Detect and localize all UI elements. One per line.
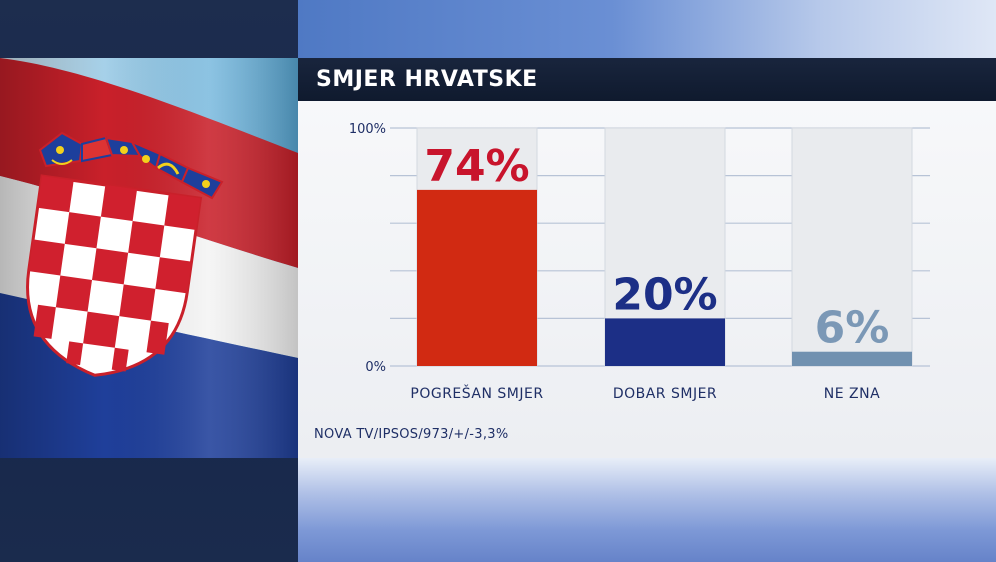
column-background — [791, 127, 913, 367]
data-label: 6% — [815, 303, 890, 354]
y-tick-label: 0% — [365, 360, 386, 375]
title-bar: SMJER HRVATSKE — [298, 58, 996, 101]
croatian-flag-image — [0, 58, 298, 458]
bar — [792, 351, 912, 366]
bar — [417, 189, 537, 366]
data-label: 20% — [612, 269, 717, 320]
bar — [605, 318, 725, 366]
category-label: DOBAR SMJER — [613, 386, 717, 402]
chart-title: SMJER HRVATSKE — [316, 67, 538, 92]
chart-panel: 100% 0% 74% POGREŠAN SMJER 20% DOBAR SMJER 6% N… — [298, 101, 996, 458]
top-background-band — [298, 0, 996, 58]
bottom-background-band — [298, 458, 996, 562]
y-tick-label: 100% — [349, 122, 386, 137]
source-note: NOVA TV/IPSOS/973/+/-3,3% — [314, 427, 509, 442]
category-label: NE ZNA — [824, 386, 880, 402]
bar-chart: 100% 0% 74% POGREŠAN SMJER 20% DOBAR SMJER 6% N… — [349, 122, 930, 402]
data-label: 74% — [424, 141, 529, 192]
category-label: POGREŠAN SMJER — [410, 384, 543, 402]
